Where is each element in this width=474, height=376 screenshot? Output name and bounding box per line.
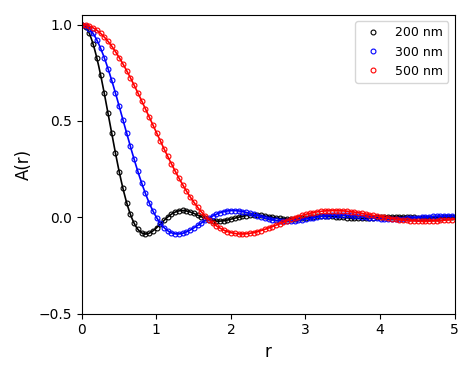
500 nm (239, 232, 245, 236)
300 nm (79, 23, 85, 27)
200 nm (434, 215, 439, 220)
300 nm (434, 214, 439, 218)
500 nm (303, 212, 309, 217)
200 nm (303, 215, 309, 220)
200 nm (143, 232, 148, 236)
300 nm (422, 215, 428, 219)
300 nm (303, 217, 309, 221)
300 nm (150, 208, 155, 213)
Line: 500 nm: 500 nm (80, 22, 454, 237)
300 nm (273, 218, 279, 223)
Line: 200 nm: 200 nm (80, 22, 454, 237)
500 nm (150, 123, 155, 127)
200 nm (273, 216, 279, 220)
500 nm (79, 23, 85, 27)
200 nm (154, 226, 159, 230)
200 nm (422, 216, 428, 220)
500 nm (422, 219, 428, 223)
300 nm (176, 232, 182, 236)
Line: 300 nm: 300 nm (80, 22, 454, 237)
300 nm (449, 214, 455, 218)
500 nm (165, 154, 171, 159)
500 nm (273, 223, 279, 227)
Legend: 200 nm, 300 nm, 500 nm: 200 nm, 300 nm, 500 nm (356, 21, 448, 83)
X-axis label: r: r (265, 343, 272, 361)
200 nm (449, 215, 455, 220)
200 nm (79, 23, 85, 27)
300 nm (165, 229, 171, 233)
500 nm (434, 218, 439, 223)
200 nm (169, 212, 174, 217)
500 nm (449, 217, 455, 222)
Y-axis label: A(r): A(r) (15, 149, 33, 180)
